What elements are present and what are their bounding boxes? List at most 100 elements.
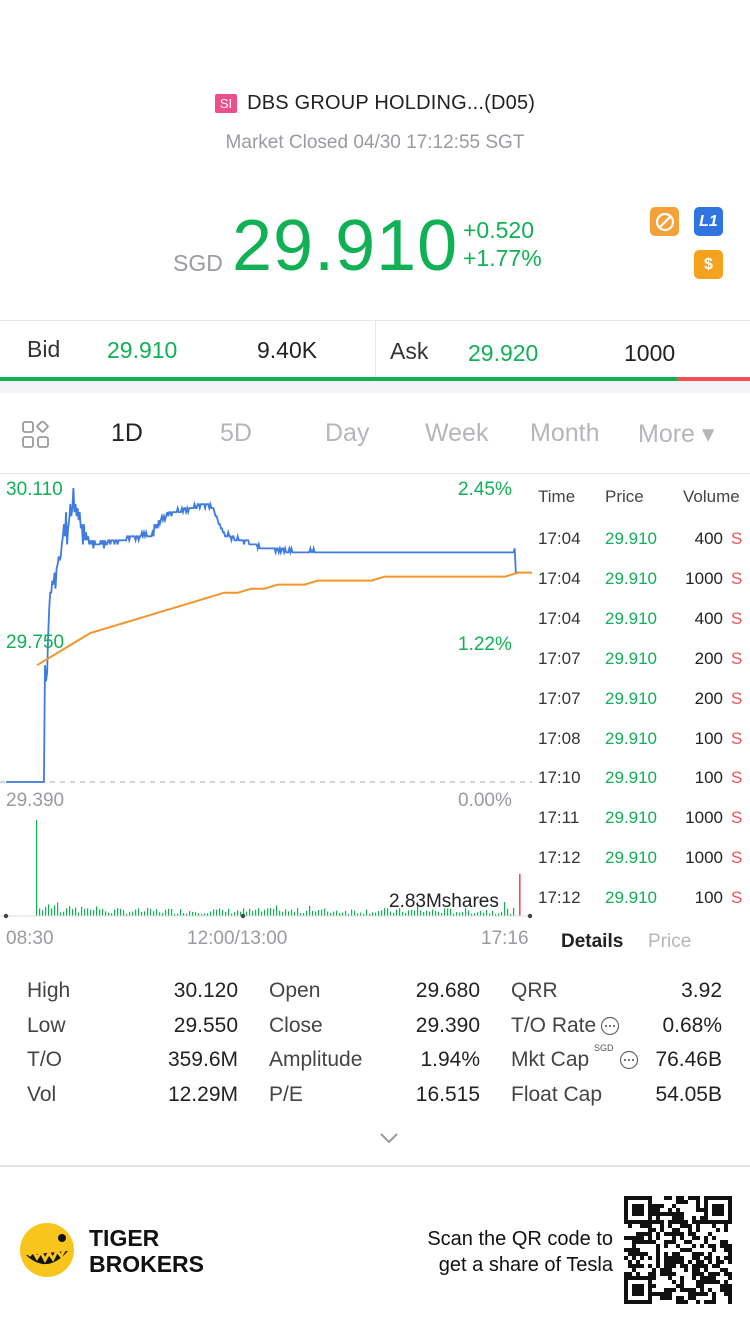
volume-bar	[393, 912, 395, 916]
tab-1d[interactable]: 1D	[111, 419, 143, 447]
stat-label: T/O Rate	[511, 1013, 597, 1037]
volume-bar	[429, 911, 431, 916]
volume-bars	[36, 820, 521, 916]
volume-bar	[378, 911, 380, 916]
volume-bar	[396, 909, 398, 916]
volume-bar	[510, 913, 512, 916]
trade-volume: 400	[694, 529, 723, 548]
volume-bar	[438, 911, 440, 916]
volume-bar	[261, 911, 263, 916]
volume-bar	[186, 913, 188, 916]
volume-bar	[255, 909, 257, 916]
volume-bar	[147, 908, 149, 916]
price-mid-label: 29.750	[6, 632, 65, 653]
tab-month[interactable]: Month	[530, 419, 600, 447]
volume-bar	[177, 913, 179, 916]
price-low-label: 29.390	[6, 790, 65, 811]
volume-bar	[267, 908, 269, 916]
price-high-label: 30.110	[6, 479, 63, 500]
volume-bar	[258, 908, 260, 916]
trades-header-time: Time	[538, 487, 576, 506]
volume-bar	[276, 905, 278, 916]
trade-side: S	[731, 808, 743, 828]
volume-bar	[483, 912, 485, 916]
volume-bar	[486, 910, 488, 916]
stat-label: Vol	[27, 1082, 57, 1106]
tab-more[interactable]: More ▾	[638, 420, 715, 448]
promo-banner[interactable]: TIGER BROKERS Scan the QR code to get a …	[0, 1179, 750, 1324]
volume-bar	[480, 910, 482, 916]
volume-bar	[156, 909, 158, 916]
layout-grid-icon[interactable]	[22, 420, 50, 454]
volume-bar	[420, 910, 422, 916]
volume-bar	[120, 908, 122, 916]
volume-bar	[141, 911, 143, 916]
trade-volume: 100	[694, 768, 723, 788]
stock-title[interactable]: DBS GROUP HOLDING...(D05)	[247, 92, 536, 114]
volume-bar	[348, 913, 350, 916]
promo-line1: Scan the QR code to	[427, 1228, 613, 1250]
stat-label: Amplitude	[269, 1048, 363, 1071]
volume-bar	[507, 908, 509, 916]
volume-bar	[360, 912, 362, 916]
stat-value: 29.550	[173, 1013, 238, 1037]
expand-chevron-icon[interactable]	[378, 1131, 400, 1150]
no-short-icon[interactable]	[650, 207, 679, 236]
stat-value: 30.120	[173, 979, 238, 1002]
volume-bar	[327, 911, 329, 916]
market-status: Market Closed 04/30 17:12:55 SGT	[225, 132, 525, 153]
volume-bar	[477, 912, 479, 916]
tab-5d[interactable]: 5D	[220, 419, 252, 447]
volume-bar	[405, 913, 407, 916]
stat-label: Open	[269, 979, 321, 1002]
intraday-chart[interactable]	[0, 474, 535, 924]
volume-bar	[300, 913, 302, 916]
bid-volume: 9.40K	[257, 337, 318, 363]
volume-bar	[381, 910, 383, 916]
volume-bar	[471, 913, 473, 916]
volume-bar	[57, 902, 59, 916]
volume-bar	[246, 911, 248, 916]
trade-volume: 200	[694, 688, 723, 708]
volume-bar	[168, 908, 170, 916]
volume-bar	[105, 911, 107, 916]
tab-day[interactable]: Day	[325, 419, 370, 447]
volume-bar	[36, 820, 38, 916]
volume-bar	[492, 911, 494, 916]
divider	[0, 1165, 750, 1167]
tab-price[interactable]: Price	[648, 931, 692, 952]
tab-details[interactable]: Details	[561, 931, 624, 952]
volume-bar	[330, 912, 332, 916]
volume-bar	[366, 909, 368, 916]
volume-bar	[66, 908, 68, 916]
stat-value: 12.29M	[167, 1082, 238, 1106]
trade-time: 17:04	[538, 608, 581, 628]
stat-value: 16.515	[415, 1082, 480, 1106]
volume-bar	[414, 910, 416, 916]
dollar-icon[interactable]: $	[694, 250, 723, 279]
volume-bar	[444, 908, 446, 916]
trade-price: 29.910	[605, 888, 657, 908]
volume-bar	[453, 913, 455, 916]
volume-bar	[303, 912, 305, 916]
section-gap	[0, 381, 750, 393]
info-icon[interactable]	[619, 1050, 639, 1075]
trade-time: 17:10	[538, 768, 581, 788]
volume-bar	[240, 911, 242, 916]
mktcap-unit: SGD	[594, 1043, 614, 1053]
price-change: +0.520 +1.77%	[463, 216, 542, 272]
volume-bar	[336, 910, 338, 916]
trade-side: S	[731, 608, 743, 628]
trade-side: S	[731, 728, 743, 748]
volume-bar	[207, 913, 209, 916]
tab-week[interactable]: Week	[425, 419, 489, 447]
volume-bar	[402, 911, 404, 916]
trade-price: 29.910	[605, 688, 657, 708]
pct-high-label: 2.45%	[458, 479, 512, 500]
volume-bar	[159, 912, 161, 916]
trade-price: 29.910	[605, 568, 657, 588]
volume-bar	[357, 913, 359, 916]
l1-icon[interactable]: L1	[694, 207, 723, 236]
volume-bar	[96, 906, 98, 916]
info-icon[interactable]	[600, 1016, 620, 1041]
